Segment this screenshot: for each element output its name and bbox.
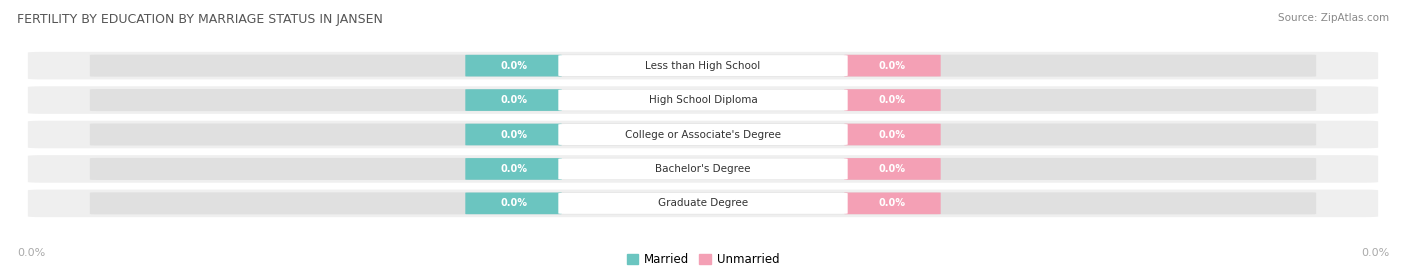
Text: 0.0%: 0.0%	[879, 198, 905, 208]
Text: 0.0%: 0.0%	[501, 164, 527, 174]
FancyBboxPatch shape	[90, 158, 1316, 180]
FancyBboxPatch shape	[558, 90, 848, 111]
FancyBboxPatch shape	[465, 89, 562, 111]
FancyBboxPatch shape	[558, 124, 848, 145]
Text: Source: ZipAtlas.com: Source: ZipAtlas.com	[1278, 13, 1389, 23]
Text: High School Diploma: High School Diploma	[648, 95, 758, 105]
FancyBboxPatch shape	[844, 89, 941, 111]
FancyBboxPatch shape	[28, 86, 1378, 114]
Text: Less than High School: Less than High School	[645, 61, 761, 71]
Text: Graduate Degree: Graduate Degree	[658, 198, 748, 208]
FancyBboxPatch shape	[558, 158, 848, 179]
FancyBboxPatch shape	[28, 155, 1378, 183]
FancyBboxPatch shape	[465, 124, 562, 145]
FancyBboxPatch shape	[90, 55, 1316, 77]
Text: 0.0%: 0.0%	[879, 95, 905, 105]
FancyBboxPatch shape	[465, 193, 562, 214]
FancyBboxPatch shape	[465, 55, 562, 76]
FancyBboxPatch shape	[28, 121, 1378, 148]
Text: 0.0%: 0.0%	[1361, 248, 1389, 258]
FancyBboxPatch shape	[844, 124, 941, 145]
Text: 0.0%: 0.0%	[501, 95, 527, 105]
FancyBboxPatch shape	[28, 52, 1378, 79]
Text: 0.0%: 0.0%	[501, 61, 527, 71]
FancyBboxPatch shape	[558, 55, 848, 76]
Text: 0.0%: 0.0%	[501, 198, 527, 208]
FancyBboxPatch shape	[90, 89, 1316, 111]
Text: 0.0%: 0.0%	[879, 61, 905, 71]
Text: 0.0%: 0.0%	[17, 248, 45, 258]
FancyBboxPatch shape	[90, 192, 1316, 214]
FancyBboxPatch shape	[558, 193, 848, 214]
FancyBboxPatch shape	[844, 55, 941, 76]
Text: FERTILITY BY EDUCATION BY MARRIAGE STATUS IN JANSEN: FERTILITY BY EDUCATION BY MARRIAGE STATU…	[17, 13, 382, 26]
Text: 0.0%: 0.0%	[501, 129, 527, 140]
Text: College or Associate's Degree: College or Associate's Degree	[626, 129, 780, 140]
FancyBboxPatch shape	[844, 158, 941, 180]
FancyBboxPatch shape	[844, 193, 941, 214]
FancyBboxPatch shape	[465, 158, 562, 180]
Text: Bachelor's Degree: Bachelor's Degree	[655, 164, 751, 174]
FancyBboxPatch shape	[28, 190, 1378, 217]
Legend: Married, Unmarried: Married, Unmarried	[627, 253, 779, 266]
FancyBboxPatch shape	[90, 123, 1316, 146]
Text: 0.0%: 0.0%	[879, 164, 905, 174]
Text: 0.0%: 0.0%	[879, 129, 905, 140]
